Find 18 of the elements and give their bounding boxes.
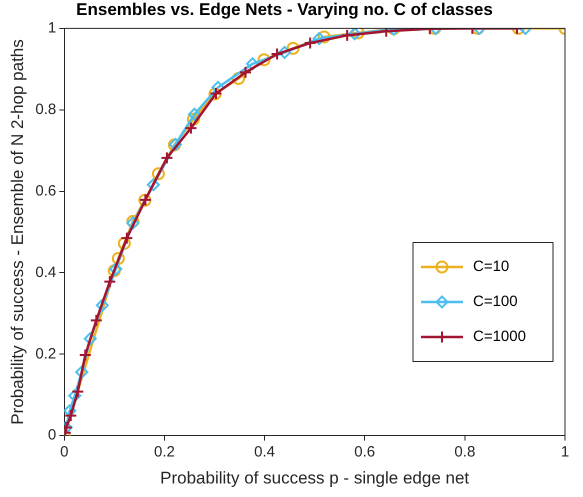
- y-tick-label: 0.2: [35, 345, 56, 362]
- y-tick-label: 0.6: [35, 182, 56, 200]
- chart-title: Ensembles vs. Edge Nets - Varying no. C of classes: [76, 0, 493, 19]
- x-tick-label: 0.8: [454, 444, 476, 461]
- x-axis-title: Probability of success p - single edge net: [160, 468, 470, 488]
- y-tick-label: 0: [48, 426, 56, 444]
- x-tick-label: 0: [60, 444, 68, 461]
- y-axis-title: Probability of success - Ensemble of N 2-hop paths: [8, 39, 27, 425]
- x-tick-label: 1: [560, 444, 570, 461]
- legend-label: C=100: [473, 293, 518, 310]
- x-tick-label: 0.2: [154, 444, 175, 461]
- y-tick-label: 0.8: [35, 100, 56, 118]
- legend-label: C=10: [473, 258, 510, 276]
- y-tick-label: 1: [48, 20, 56, 37]
- y-tick-label: 0.4: [35, 264, 56, 281]
- x-tick-label: 0.6: [354, 444, 376, 461]
- legend-label: C=1000: [473, 328, 526, 346]
- x-tick-label: 0.4: [254, 444, 275, 461]
